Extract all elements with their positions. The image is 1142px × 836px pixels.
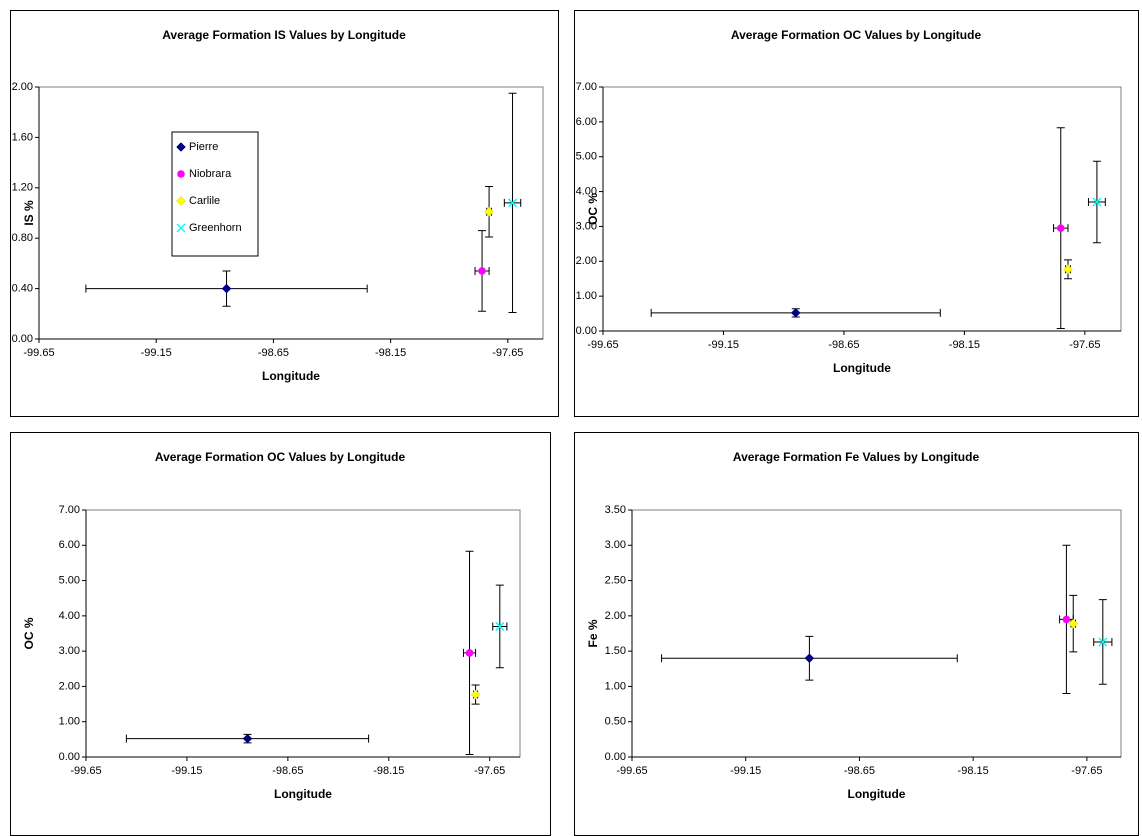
y-tick-label: 2.00 <box>605 610 626 622</box>
marker <box>1068 618 1079 629</box>
legend-marker <box>176 223 186 233</box>
chart-title: Average Formation Fe Values by Longitude <box>733 450 980 464</box>
y-tick-label: 1.50 <box>605 645 626 657</box>
x-tick-label: -99.15 <box>708 339 739 351</box>
marker <box>1092 197 1102 207</box>
y-tick-label: 3.00 <box>576 220 597 232</box>
x-tick-label: -98.65 <box>258 347 289 359</box>
marker <box>221 283 232 294</box>
x-tick-label: -98.15 <box>958 765 989 777</box>
legend-label: Pierre <box>189 141 218 153</box>
marker <box>484 206 494 217</box>
x-tick-label: -99.65 <box>616 765 647 777</box>
chart-title: Average Formation IS Values by Longitude <box>162 28 406 42</box>
marker <box>495 621 505 631</box>
legend-label: Greenhorn <box>189 222 242 234</box>
x-tick-label: -99.15 <box>171 765 202 777</box>
y-axis-title: OC % <box>586 193 600 225</box>
chart-title: Average Formation OC Values by Longitude <box>731 28 982 42</box>
x-tick-label: -97.65 <box>474 765 505 777</box>
chart-panel: Average Formation Fe Values by Longitude… <box>574 432 1139 836</box>
marker <box>790 308 801 318</box>
y-tick-label: 5.00 <box>576 151 597 163</box>
x-axis-title: Longitude <box>274 787 332 801</box>
x-tick-label: -98.65 <box>844 765 875 777</box>
y-tick-label: 6.00 <box>59 539 80 551</box>
x-tick-label: -99.15 <box>730 765 761 777</box>
chart-title: Average Formation OC Values by Longitude <box>155 450 406 464</box>
marker <box>507 198 518 208</box>
y-tick-label: 3.50 <box>605 504 626 516</box>
y-tick-label: 7.00 <box>59 504 80 516</box>
x-tick-label: -98.15 <box>375 347 406 359</box>
x-axis-title: Longitude <box>848 787 906 801</box>
marker <box>465 649 474 657</box>
y-tick-label: 0.50 <box>605 716 626 728</box>
chart-panel: Average Formation OC Values by Longitude… <box>574 10 1139 417</box>
y-tick-label: 6.00 <box>576 116 597 128</box>
x-tick-label: -98.15 <box>949 339 980 351</box>
y-tick-label: 0.00 <box>605 751 626 763</box>
legend-label: Niobrara <box>189 168 232 180</box>
y-tick-label: 7.00 <box>576 81 597 93</box>
x-tick-label: -97.65 <box>1069 339 1100 351</box>
x-tick-label: -98.65 <box>272 765 303 777</box>
y-tick-label: 1.20 <box>12 182 33 194</box>
plot-area <box>602 86 1122 332</box>
y-tick-label: 2.00 <box>12 81 33 93</box>
y-tick-label: 5.00 <box>59 574 80 586</box>
x-tick-label: -97.65 <box>492 347 523 359</box>
x-tick-label: -98.15 <box>373 765 404 777</box>
x-tick-label: -99.65 <box>70 765 101 777</box>
y-tick-label: 2.00 <box>576 255 597 267</box>
y-tick-label: 0.00 <box>12 333 33 345</box>
x-tick-label: -98.65 <box>828 339 859 351</box>
marker <box>804 653 815 664</box>
y-axis-title: OC % <box>22 617 36 649</box>
marker <box>1063 264 1073 275</box>
y-axis-title: Fe % <box>586 619 600 647</box>
y-tick-label: 1.60 <box>12 131 33 143</box>
x-tick-label: -97.65 <box>1071 765 1102 777</box>
marker <box>478 267 486 275</box>
y-tick-label: 1.00 <box>605 680 626 692</box>
y-tick-label: 2.50 <box>605 574 626 586</box>
plot-area <box>85 509 521 758</box>
y-tick-label: 2.00 <box>59 680 80 692</box>
x-tick-label: -99.65 <box>587 339 618 351</box>
y-tick-label: 3.00 <box>605 539 626 551</box>
y-tick-label: 4.00 <box>59 610 80 622</box>
marker <box>1056 224 1065 232</box>
chart-panel: Average Formation OC Values by Longitude… <box>10 432 551 836</box>
x-tick-label: -99.65 <box>23 347 54 359</box>
chart-panel: Average Formation IS Values by Longitude… <box>10 10 559 417</box>
legend <box>171 131 259 257</box>
plot-area <box>631 509 1122 758</box>
legend-label: Carlile <box>189 195 220 207</box>
y-tick-label: 0.80 <box>12 232 33 244</box>
marker <box>1098 637 1108 647</box>
y-tick-label: 3.00 <box>59 645 80 657</box>
y-tick-label: 4.00 <box>576 185 597 197</box>
legend-marker <box>177 170 185 178</box>
x-tick-label: -99.15 <box>141 347 172 359</box>
y-tick-label: 1.00 <box>576 290 597 302</box>
legend-marker <box>176 196 186 206</box>
marker <box>470 689 481 700</box>
y-tick-label: 1.00 <box>59 716 80 728</box>
y-tick-label: 0.00 <box>59 751 80 763</box>
marker <box>242 733 253 744</box>
x-axis-title: Longitude <box>262 369 320 383</box>
legend-marker <box>176 142 186 152</box>
x-axis-title: Longitude <box>833 361 891 375</box>
y-tick-label: 0.40 <box>12 283 33 295</box>
marker <box>1062 615 1071 624</box>
y-tick-label: 0.00 <box>576 325 597 337</box>
y-axis-title: IS % <box>22 200 36 226</box>
plot-area <box>38 86 544 340</box>
